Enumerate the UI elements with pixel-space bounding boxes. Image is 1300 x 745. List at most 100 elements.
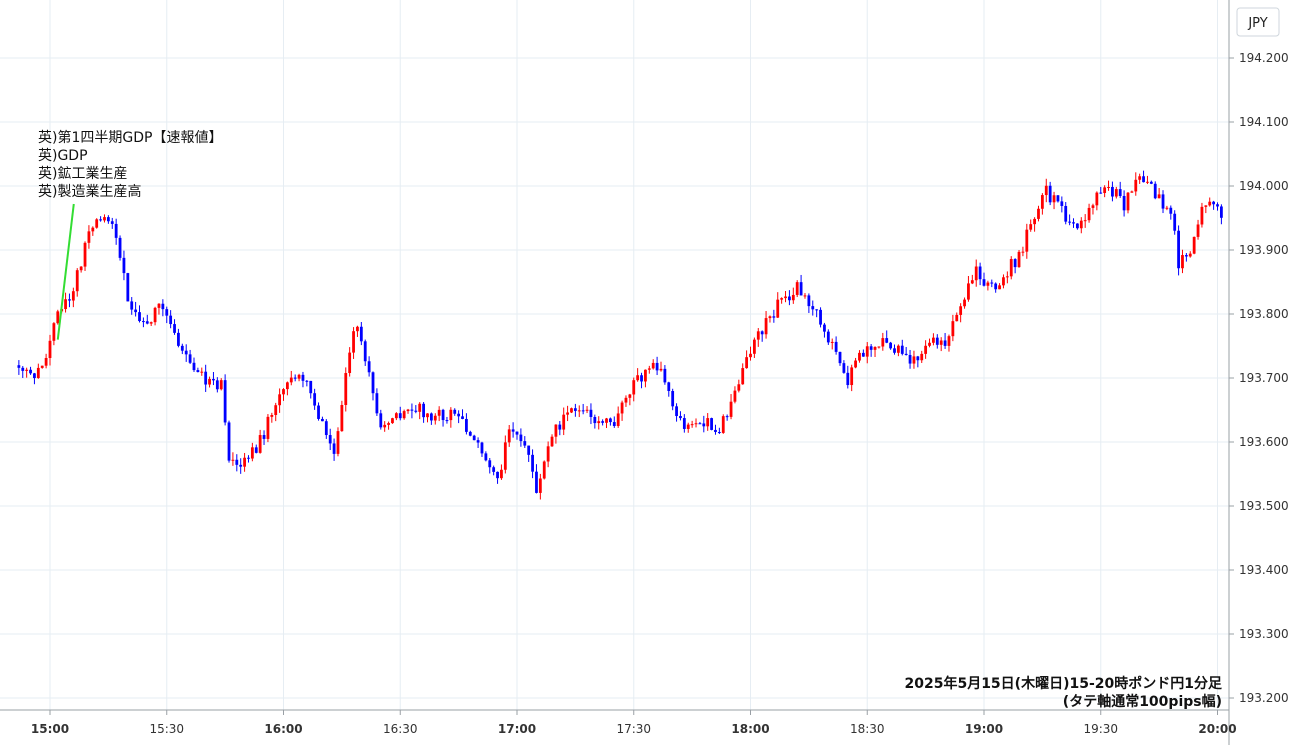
candle-body bbox=[496, 471, 499, 479]
y-axis: 194.200 194.100 194.000 193.900 193.800 193.7… bbox=[1229, 51, 1289, 705]
x-tick-label: 18:00 bbox=[731, 722, 769, 736]
candle-body bbox=[955, 314, 959, 322]
candle-body bbox=[1040, 195, 1044, 209]
candle-body bbox=[1083, 220, 1087, 222]
candle-body bbox=[686, 424, 690, 429]
y-tick-label: 193.800 bbox=[1239, 307, 1289, 321]
y-tick-label: 193.600 bbox=[1239, 435, 1289, 449]
candle-body bbox=[1025, 229, 1029, 252]
candle-body bbox=[935, 337, 939, 345]
candle-body bbox=[352, 331, 355, 353]
candle-body bbox=[721, 416, 725, 433]
y-tick-label: 194.000 bbox=[1239, 179, 1289, 193]
candle-body bbox=[219, 380, 223, 390]
candle-body bbox=[733, 390, 737, 402]
candle-body bbox=[928, 342, 931, 346]
candle-body bbox=[1076, 223, 1079, 229]
candle-body bbox=[1177, 230, 1180, 269]
candle-body bbox=[414, 410, 418, 412]
candle-body bbox=[44, 358, 48, 366]
candle-body bbox=[449, 409, 453, 421]
candle-body bbox=[737, 384, 741, 391]
candle-body bbox=[289, 377, 293, 383]
candle-body bbox=[1033, 218, 1036, 225]
candle-body bbox=[301, 374, 305, 381]
candle-body bbox=[640, 375, 643, 382]
candle-body bbox=[56, 311, 60, 324]
chart-caption: 2025年5月15日(木曜日)15-20時ポンド円1分足 (タテ軸通常100pi… bbox=[904, 675, 1223, 710]
candle-body bbox=[566, 412, 569, 415]
candle-body bbox=[624, 397, 628, 403]
candle-body bbox=[554, 424, 558, 437]
candle-body bbox=[1060, 201, 1064, 206]
currency-badge[interactable] bbox=[1236, 7, 1280, 37]
candle-body bbox=[1134, 179, 1138, 192]
candle-body bbox=[336, 431, 340, 454]
candle-body bbox=[309, 380, 313, 394]
candle-body bbox=[64, 299, 67, 310]
x-tick-label: 19:30 bbox=[1083, 722, 1118, 736]
candle-body bbox=[204, 371, 208, 385]
candle-body bbox=[939, 340, 943, 345]
candle-body bbox=[791, 294, 795, 301]
candle-body bbox=[1103, 187, 1107, 194]
candle-body bbox=[1157, 194, 1161, 199]
candle-body bbox=[1037, 208, 1040, 219]
candle-body bbox=[511, 429, 515, 432]
candle-body bbox=[682, 418, 686, 429]
candle-body bbox=[324, 421, 328, 436]
candle-body bbox=[130, 301, 134, 310]
candle-body bbox=[986, 282, 990, 286]
x-axis: 15:00 15:30 16:00 16:30 17:00 17:30 18:00 18:30… bbox=[31, 710, 1237, 736]
x-tick-label: 17:00 bbox=[498, 722, 536, 736]
candle-body bbox=[612, 422, 616, 426]
candle-body bbox=[52, 323, 56, 341]
candle-body bbox=[535, 471, 538, 493]
y-tick-label: 193.500 bbox=[1239, 499, 1289, 513]
candle-body bbox=[40, 365, 44, 368]
candle-body bbox=[632, 380, 636, 395]
candle-body bbox=[1196, 224, 1200, 237]
candle-body bbox=[877, 346, 881, 348]
candle-body bbox=[830, 341, 834, 343]
candle-body bbox=[1142, 176, 1145, 183]
candle-body bbox=[970, 280, 974, 284]
candle-body bbox=[36, 367, 40, 379]
candle-body bbox=[896, 345, 900, 353]
currency-text: JPY bbox=[1247, 16, 1267, 31]
candle-body bbox=[87, 231, 91, 243]
candle-body bbox=[912, 356, 916, 364]
candle-body bbox=[122, 257, 126, 274]
candle-body bbox=[1181, 255, 1184, 269]
candle-body bbox=[932, 337, 935, 343]
candle-body bbox=[243, 457, 246, 467]
candle-body bbox=[212, 378, 215, 381]
y-tick-label: 193.400 bbox=[1239, 563, 1289, 577]
candle-body bbox=[1138, 176, 1142, 180]
candle-body bbox=[593, 416, 597, 424]
x-tick-label: 16:30 bbox=[383, 722, 418, 736]
x-tick-label: 18:30 bbox=[850, 722, 885, 736]
candle-body bbox=[620, 402, 624, 414]
candle-body bbox=[881, 338, 885, 347]
candle-body bbox=[628, 394, 632, 398]
currency-label[interactable]: JPY bbox=[1236, 7, 1280, 37]
candle-body bbox=[95, 219, 99, 228]
candle-body bbox=[1095, 192, 1099, 206]
candle-body bbox=[531, 454, 534, 472]
candle-body bbox=[846, 372, 850, 386]
candle-body bbox=[367, 361, 371, 373]
candle-body bbox=[480, 442, 484, 454]
candle-body bbox=[823, 324, 826, 332]
candle-body bbox=[865, 346, 869, 357]
candle-body bbox=[344, 373, 348, 406]
candle-body bbox=[842, 363, 846, 373]
candle-body bbox=[573, 408, 577, 411]
candle-body bbox=[869, 346, 873, 350]
candle-body bbox=[644, 369, 647, 382]
candle-body bbox=[900, 345, 904, 354]
candle-body bbox=[379, 413, 383, 428]
candle-body bbox=[169, 315, 173, 325]
candle-body bbox=[768, 316, 772, 319]
candle-body bbox=[1149, 181, 1153, 184]
